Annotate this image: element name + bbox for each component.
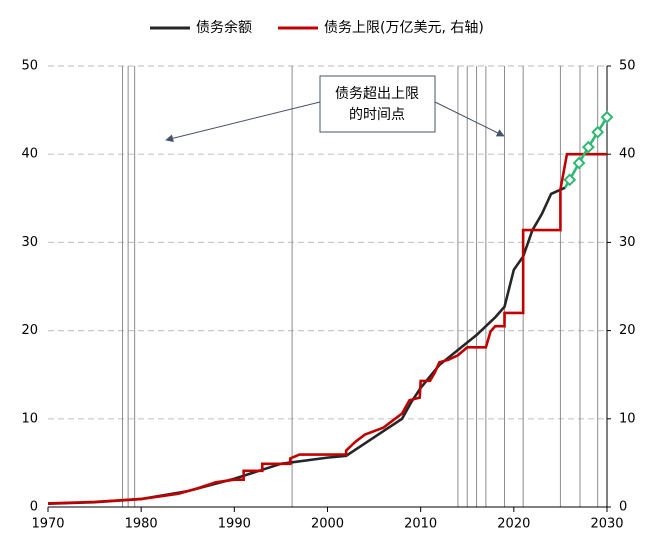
legend-label: 债务上限(万亿美元, 右轴) [324,20,484,36]
point-marker [581,140,595,154]
y2-tick-label: 50 [619,59,636,74]
x-tick-label: 2010 [404,517,437,532]
y2-tick-label: 10 [619,411,636,426]
annotation-arrow [165,101,321,143]
y2-tick-label: 20 [619,323,636,338]
x-tick-label: 2030 [590,517,623,532]
x-tick-label: 1970 [31,517,64,532]
x-tick-label: 1980 [125,517,158,532]
annotation-text: 的时间点 [349,107,405,123]
y2-tick-label: 40 [619,147,636,162]
x-tick-label: 2020 [497,517,530,532]
y-tick-label: 10 [21,411,38,426]
y2-tick-label: 0 [619,500,627,515]
x-tick-label: 1990 [218,517,251,532]
annotation: 债务超出上限 的时间点 [165,75,505,143]
legend-label: 债务余额 [196,19,252,36]
annotation-text: 债务超出上限 [335,86,419,102]
y-tick-label: 40 [21,147,38,162]
y-tick-label: 50 [21,59,38,74]
point-marker [563,173,577,187]
annotation-box [319,75,436,133]
y2-tick-label: 30 [619,235,636,250]
y-tick-label: 20 [21,323,38,338]
y-tick-label: 0 [30,500,38,515]
point-marker [591,125,605,139]
point-marker [572,156,586,170]
series-line [47,152,607,505]
y-tick-label: 30 [21,235,38,250]
annotation-arrow [434,101,505,137]
point-marker [600,110,614,124]
x-tick-label: 2000 [311,517,344,532]
